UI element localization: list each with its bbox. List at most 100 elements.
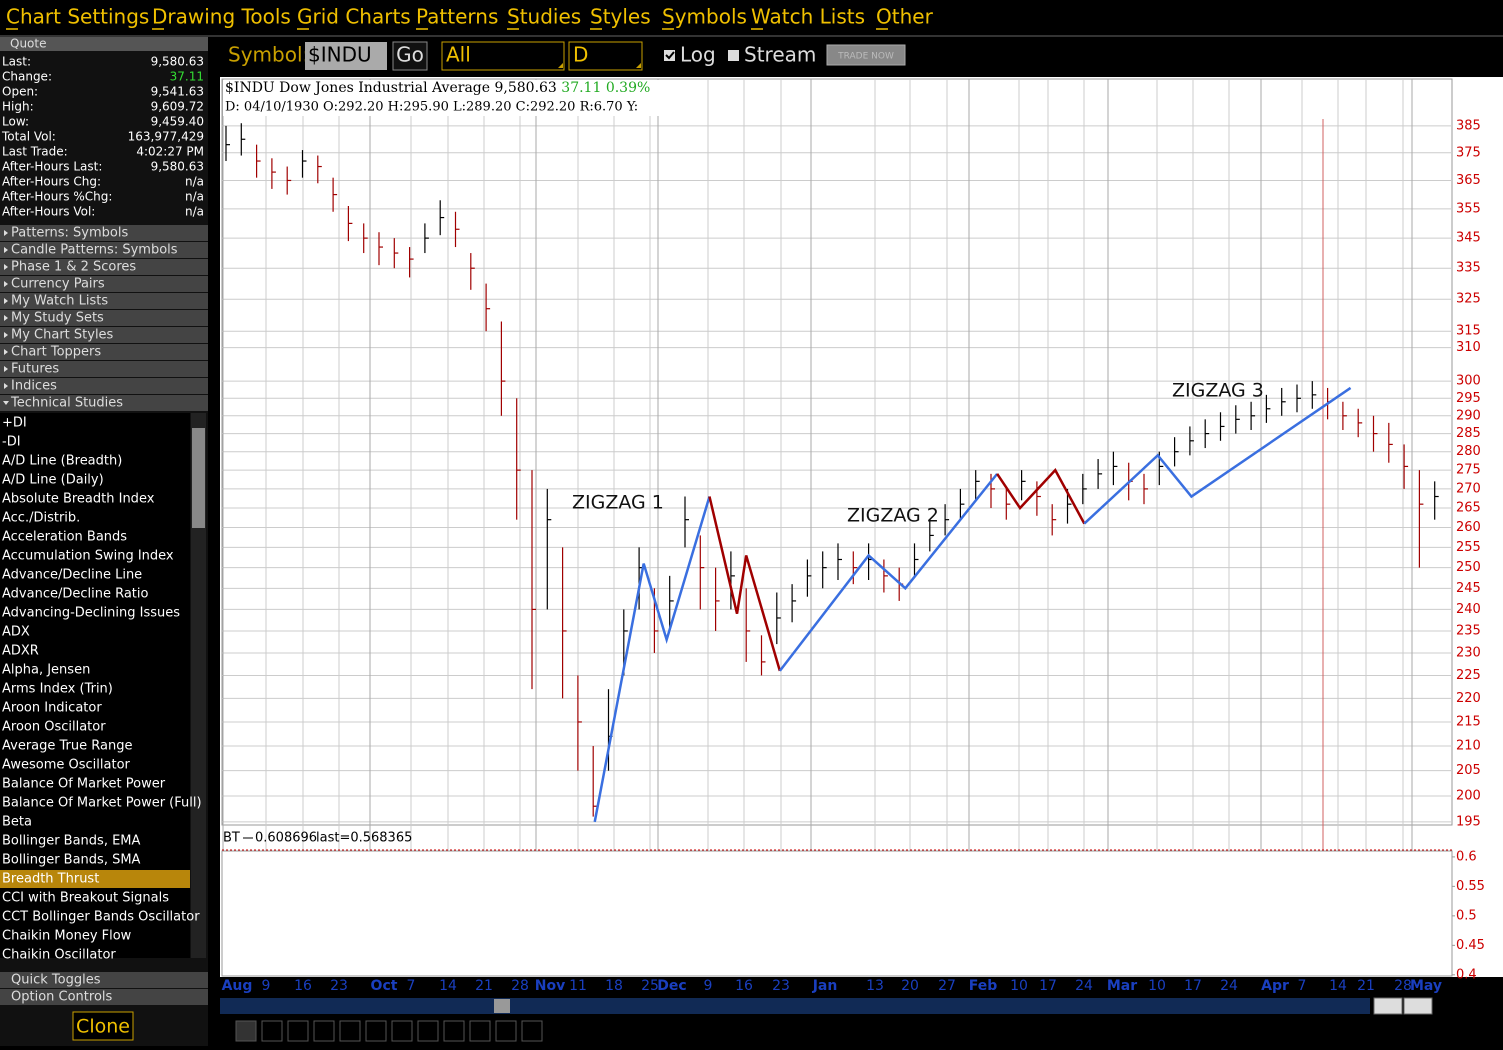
dropdown[interactable]	[441, 41, 565, 71]
draw-tool[interactable]	[261, 1020, 283, 1042]
section-title[interactable]: Phase 1 & 2 Scores	[11, 260, 136, 275]
section-title[interactable]: Chart Toppers	[11, 345, 101, 360]
section-title[interactable]: Option Controls	[11, 990, 113, 1005]
study-item[interactable]: CCT Bollinger Bands Oscillator	[2, 910, 200, 925]
section-header[interactable]	[0, 378, 208, 394]
section-header[interactable]	[0, 972, 208, 988]
draw-tool[interactable]	[417, 1020, 439, 1042]
draw-tool[interactable]	[469, 1020, 491, 1042]
study-item[interactable]: ADXR	[2, 644, 39, 659]
draw-tool[interactable]	[235, 1020, 257, 1042]
menu-item[interactable]: Patterns	[416, 5, 498, 29]
draw-tool[interactable]	[495, 1020, 517, 1042]
section-title[interactable]: My Chart Styles	[11, 328, 114, 343]
stream-label[interactable]: Stream	[744, 43, 816, 67]
study-item[interactable]: Advance/Decline Ratio	[2, 587, 149, 602]
clone-button[interactable]	[72, 1011, 134, 1041]
dropdown-value[interactable]: D	[573, 43, 588, 67]
log-checkbox[interactable]	[664, 50, 675, 61]
draw-tool[interactable]	[443, 1020, 465, 1042]
section-header[interactable]	[0, 989, 208, 1005]
menu-item[interactable]: Watch Lists	[751, 5, 865, 29]
symbol-input[interactable]	[305, 42, 387, 70]
study-item[interactable]: Balance Of Market Power	[2, 777, 166, 792]
study-item[interactable]: Accumulation Swing Index	[2, 549, 174, 564]
study-item[interactable]: Arms Index (Trin)	[2, 682, 113, 697]
study-item[interactable]: Awesome Oscillator	[2, 758, 131, 773]
zoom-button[interactable]	[1403, 997, 1433, 1015]
study-item[interactable]: A/D Line (Breadth)	[2, 454, 122, 469]
study-item[interactable]: Alpha, Jensen	[2, 663, 90, 678]
go-label[interactable]: Go	[396, 43, 424, 67]
h-scrollbar[interactable]	[220, 998, 1370, 1014]
section-header[interactable]	[0, 327, 208, 343]
section-header[interactable]	[0, 344, 208, 360]
header-change: 37.11	[561, 80, 606, 96]
study-item[interactable]: Average True Range	[2, 739, 132, 754]
trade-button[interactable]	[826, 44, 906, 66]
dropdown-value[interactable]: All	[446, 43, 471, 67]
trade-label[interactable]: TRADE NOW	[837, 52, 894, 62]
section-title[interactable]: My Study Sets	[11, 311, 104, 326]
draw-tool[interactable]	[287, 1020, 309, 1042]
study-item[interactable]: CCI with Breakout Signals	[2, 891, 169, 906]
section-title[interactable]: Technical Studies	[10, 396, 123, 411]
study-item[interactable]: Beta	[2, 815, 32, 830]
section-header[interactable]	[0, 361, 208, 377]
zoom-button[interactable]	[1373, 997, 1403, 1015]
study-item[interactable]: Aroon Indicator	[2, 701, 102, 716]
section-header[interactable]	[0, 293, 208, 309]
x-tick-label: 14	[439, 978, 457, 994]
study-item[interactable]: Acc./Distrib.	[2, 511, 80, 526]
menu-item[interactable]: Grid Charts	[297, 5, 411, 29]
study-item[interactable]: Acceleration Bands	[2, 530, 127, 545]
section-title[interactable]: Candle Patterns: Symbols	[11, 243, 178, 258]
study-item[interactable]: Balance Of Market Power (Full)	[2, 796, 202, 811]
menu-item[interactable]: Chart Settings	[6, 5, 149, 29]
study-item[interactable]: Advance/Decline Line	[2, 568, 142, 583]
section-title[interactable]: Currency Pairs	[11, 277, 105, 292]
menu-item[interactable]: Studies	[507, 5, 581, 29]
study-item[interactable]: Breadth Thrust	[2, 872, 99, 887]
study-item[interactable]: Bollinger Bands, EMA	[2, 834, 141, 849]
study-item[interactable]: Advancing-Declining Issues	[2, 606, 180, 621]
study-item[interactable]: A/D Line (Daily)	[2, 473, 104, 488]
study-item[interactable]: -DI	[2, 435, 21, 450]
menu-item[interactable]: Other	[876, 5, 934, 29]
section-header[interactable]	[0, 395, 208, 411]
section-title[interactable]: Indices	[11, 379, 57, 394]
draw-tool[interactable]	[391, 1020, 413, 1042]
section-header[interactable]	[0, 276, 208, 292]
x-tick-label: Nov	[535, 978, 565, 994]
section-title[interactable]: Futures	[11, 362, 59, 377]
log-label[interactable]: Log	[680, 43, 716, 67]
symbol-value[interactable]: $INDU	[308, 43, 372, 67]
clone-label[interactable]: Clone	[76, 1016, 130, 1038]
dropdown[interactable]	[568, 41, 643, 71]
section-title[interactable]: Quick Toggles	[11, 973, 101, 988]
section-title[interactable]: Patterns: Symbols	[11, 226, 128, 241]
study-item[interactable]: ADX	[2, 625, 30, 640]
draw-tool[interactable]	[339, 1020, 361, 1042]
draw-tool[interactable]	[521, 1020, 543, 1042]
menu-item[interactable]: Symbols	[662, 5, 747, 29]
quote-header	[0, 37, 208, 51]
study-item[interactable]: Chaikin Money Flow	[2, 929, 132, 944]
section-header[interactable]	[0, 310, 208, 326]
study-item[interactable]: Absolute Breadth Index	[2, 492, 155, 507]
menu-item[interactable]: Styles	[590, 5, 651, 29]
h-scroll-thumb[interactable]	[494, 999, 510, 1013]
draw-tool[interactable]	[313, 1020, 335, 1042]
study-item[interactable]: Chaikin Oscillator	[2, 948, 116, 963]
section-header[interactable]	[0, 242, 208, 258]
section-header[interactable]	[0, 225, 208, 241]
stream-checkbox[interactable]	[728, 50, 739, 61]
go-button[interactable]	[392, 41, 428, 71]
study-item[interactable]: Aroon Oscillator	[2, 720, 106, 735]
section-title[interactable]: My Watch Lists	[11, 294, 108, 309]
study-item[interactable]: Bollinger Bands, SMA	[2, 853, 141, 868]
menu-item[interactable]: Drawing Tools	[152, 5, 291, 29]
draw-tool[interactable]	[365, 1020, 387, 1042]
study-item[interactable]: +DI	[2, 416, 27, 431]
section-header[interactable]	[0, 259, 208, 275]
